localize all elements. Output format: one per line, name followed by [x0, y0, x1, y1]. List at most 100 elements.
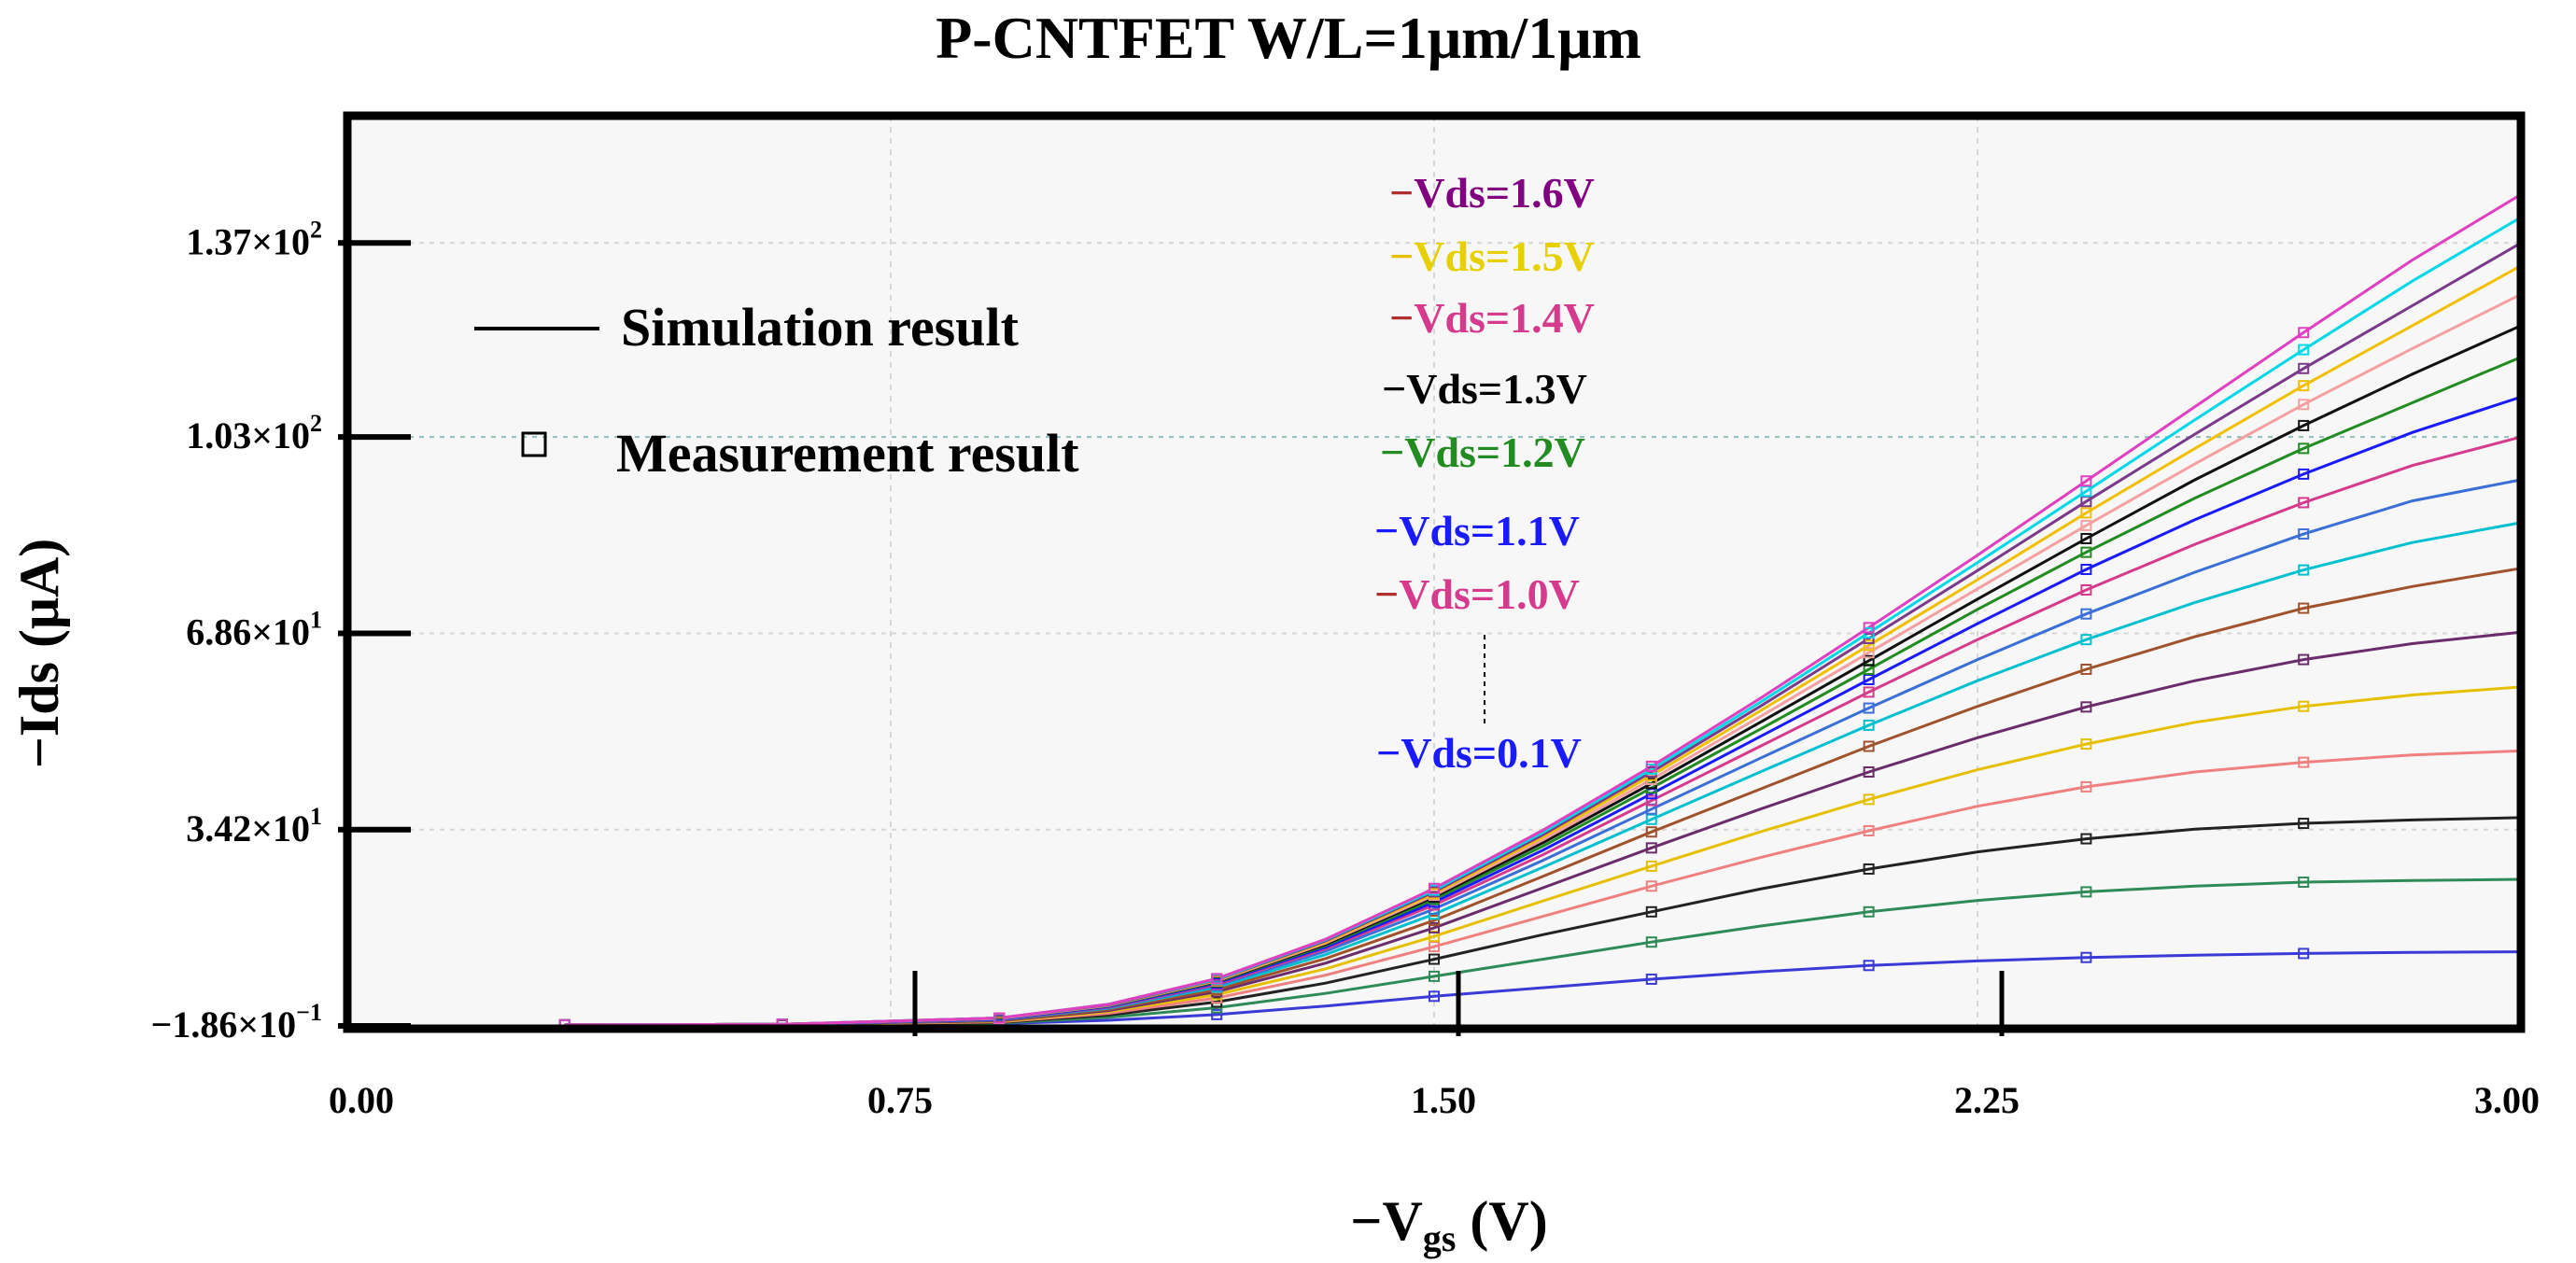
- measurement-point: [1863, 824, 1875, 836]
- chart-title: P-CNTFET W/L=1μm/1μm: [936, 5, 1641, 71]
- plot-frame: [343, 111, 2526, 1033]
- series-line-vds-0.1: [564, 950, 2522, 1027]
- measurement-point: [2080, 701, 2092, 713]
- measurement-point: [2080, 519, 2092, 531]
- vds-label-3: −Vds=1.3V: [1382, 365, 1587, 413]
- measurement-point: [1429, 990, 1440, 1003]
- measurement-point: [1645, 880, 1657, 892]
- measurement-point: [2298, 877, 2310, 889]
- measurement-point: [2080, 496, 2092, 508]
- y-tick-label-0: −1.86×10−1: [151, 999, 322, 1045]
- measurement-point: [1429, 941, 1440, 953]
- legend-measurement-label: Measurement result: [616, 423, 1079, 484]
- plot-area: [343, 111, 2526, 1033]
- measurement-point: [2080, 780, 2092, 793]
- x-tick-label-2: 1.50: [1411, 1079, 1476, 1121]
- measurement-point: [1211, 973, 1223, 985]
- measurement-point: [1429, 953, 1440, 965]
- measurement-point: [1645, 760, 1657, 772]
- vds-label-0: −Vds=1.6V: [1389, 169, 1595, 217]
- series-layer: [564, 193, 2522, 1027]
- measurement-point: [2298, 564, 2310, 576]
- plot-background: [347, 116, 2521, 1029]
- vds-labels: −Vds=1.6V −Vds=1.5V −Vds=1.4V −Vds=1.3V −Vds…: [1374, 169, 1595, 777]
- measurement-point: [1863, 905, 1875, 918]
- measurement-point: [2080, 886, 2092, 898]
- measurement-point: [2080, 634, 2092, 646]
- vds-label-6: −Vds=1.0V: [1374, 570, 1580, 618]
- x-tick-label-0: 0.00: [329, 1079, 394, 1121]
- y-tick-label-2: 6.86×101: [186, 606, 322, 653]
- x-axis: 0.00 0.75 1.50 2.25 3.00: [329, 971, 2540, 1121]
- measurement-point: [2298, 380, 2310, 392]
- measurement-point: [2080, 485, 2092, 498]
- measurement-point: [1645, 973, 1657, 985]
- measurement-point: [1645, 794, 1657, 807]
- measurement-point: [2080, 546, 2092, 558]
- measurement-point: [1645, 842, 1657, 854]
- measurement-point: [2298, 468, 2310, 480]
- legend-simulation-label: Simulation result: [621, 297, 1020, 358]
- measurement-point: [1429, 921, 1440, 933]
- measurement-point: [1863, 639, 1875, 652]
- legend: Simulation result Measurement result: [474, 297, 1079, 484]
- measurement-point: [1645, 905, 1657, 918]
- marker-layer: [558, 327, 2310, 1031]
- measurement-point: [2080, 532, 2092, 544]
- y-tick-label-3: 1.03×102: [186, 410, 322, 456]
- measurement-point: [1863, 622, 1875, 634]
- x-axis-label-sub: gs: [1423, 1217, 1457, 1259]
- measurement-point: [2298, 419, 2310, 431]
- y-tick-label-1: 3.42×101: [186, 803, 322, 849]
- measurement-point: [2080, 738, 2092, 751]
- series-line-vds-1.8: [564, 193, 2522, 1027]
- measurement-point: [2298, 653, 2310, 666]
- measurement-point: [2298, 947, 2310, 960]
- measurement-point: [1429, 914, 1440, 926]
- measurement-point: [1645, 788, 1657, 800]
- measurement-point: [2080, 951, 2092, 963]
- measurement-point: [1863, 647, 1875, 659]
- measurement-point: [2298, 344, 2310, 356]
- x-axis-label: −Vgs (V): [1350, 1190, 1547, 1259]
- measurement-point: [1645, 826, 1657, 838]
- measurement-point: [2298, 362, 2310, 374]
- measurement-point: [2080, 608, 2092, 620]
- measurement-point: [1863, 654, 1875, 667]
- measurement-point: [1429, 882, 1440, 894]
- measurement-point: [1863, 960, 1875, 972]
- measurement-point: [2298, 399, 2310, 411]
- series-line-vds-0.2: [564, 877, 2522, 1027]
- measurement-point: [1645, 813, 1657, 825]
- vds-label-5: −Vds=1.1V: [1374, 507, 1580, 554]
- measurement-point: [1645, 936, 1657, 948]
- measurement-point: [1863, 719, 1875, 731]
- measurement-point: [1863, 793, 1875, 806]
- measurement-point: [993, 1012, 1006, 1024]
- measurement-point: [2298, 602, 2310, 614]
- x-tick-label-1: 0.75: [867, 1079, 933, 1121]
- measurement-point: [2080, 563, 2092, 575]
- y-tick-label-4: 1.37×102: [186, 216, 322, 262]
- measurement-point: [1429, 970, 1440, 982]
- y-axis: −1.86×10−1 3.42×101 6.86×101 1.03×102 1.37×1…: [151, 216, 411, 1045]
- measurement-point: [2080, 583, 2092, 596]
- measurement-point: [2298, 528, 2310, 540]
- vds-label-2: −Vds=1.4V: [1389, 294, 1595, 342]
- measurement-point: [1863, 863, 1875, 875]
- measurement-point: [2298, 327, 2310, 339]
- measurement-point: [2080, 833, 2092, 845]
- x-axis-label-unit: (V): [1456, 1190, 1547, 1252]
- x-tick-label-4: 3.00: [2474, 1079, 2540, 1121]
- vds-label-4: −Vds=1.2V: [1380, 428, 1585, 476]
- measurement-point: [2080, 475, 2092, 487]
- y-axis-label: −Ids (μA): [8, 539, 70, 769]
- measurement-point: [1863, 766, 1875, 779]
- measurement-point: [1863, 673, 1875, 685]
- measurement-point: [2080, 507, 2092, 519]
- measurement-point: [2298, 442, 2310, 455]
- measurement-point: [2298, 818, 2310, 830]
- legend-measurement-swatch: [521, 431, 547, 457]
- measurement-point: [1863, 686, 1875, 698]
